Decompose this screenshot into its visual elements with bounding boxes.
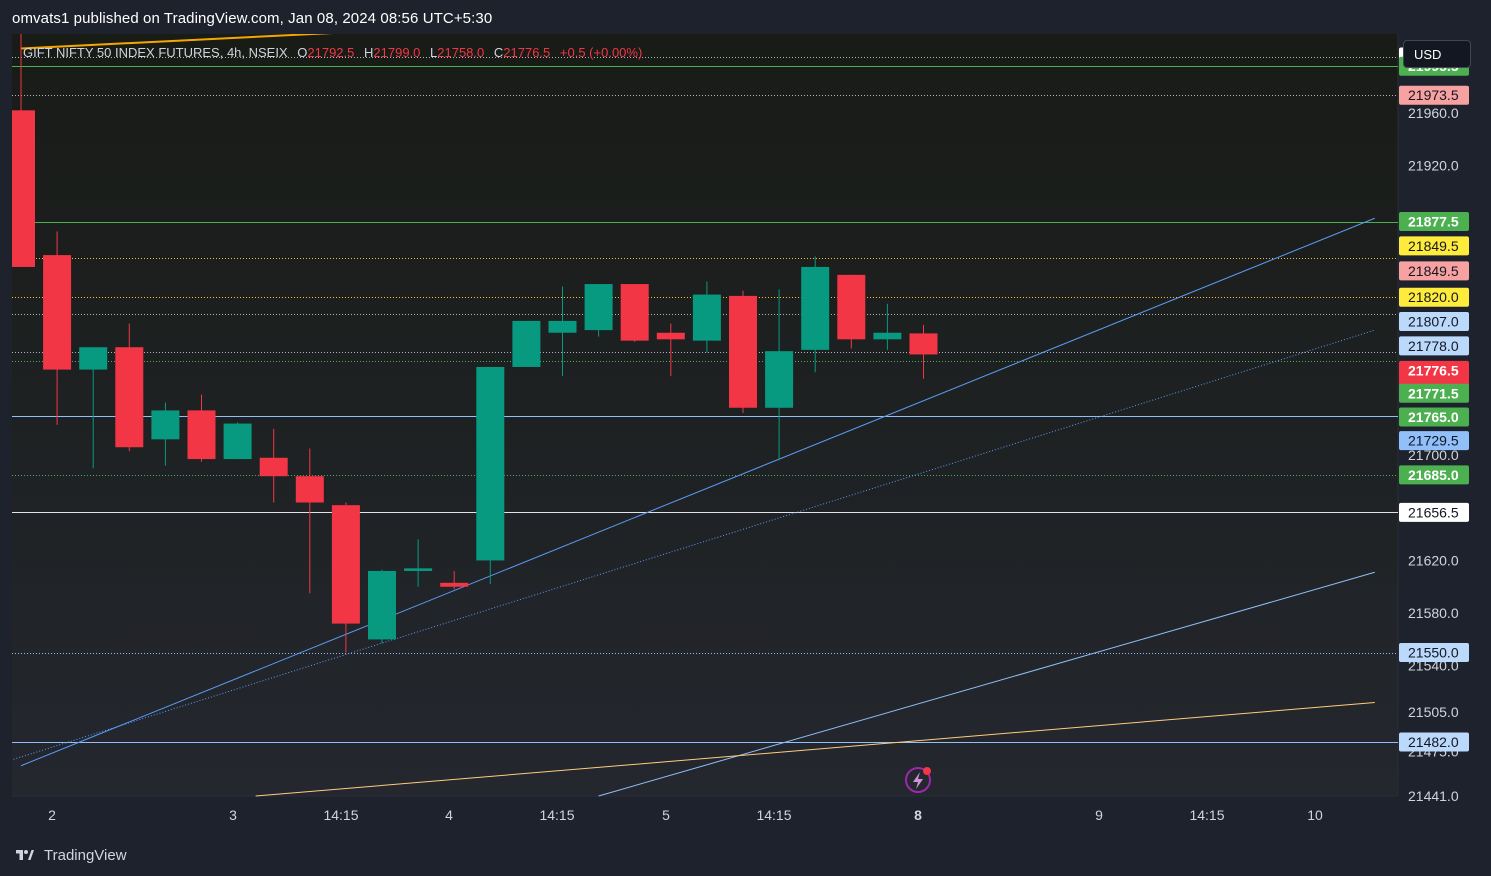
candle-body: [115, 347, 144, 448]
symbol-legend[interactable]: GIFT NIFTY 50 INDEX FUTURES, 4h, NSEIX O…: [23, 45, 642, 60]
price-label-text: 21849.5: [1408, 238, 1459, 254]
y-tick-label: 21920.0: [1408, 158, 1459, 174]
price-label-tag: [1399, 336, 1469, 356]
price-label-text: 21656.5: [1408, 504, 1459, 520]
candle-body: [584, 284, 613, 331]
price-label-text: 21973.5: [1408, 87, 1459, 103]
x-tick-label: 14:15: [1189, 807, 1224, 823]
candle-body: [43, 255, 72, 370]
candle-body: [765, 351, 794, 408]
price-label-tag: [1399, 236, 1469, 256]
price-label-text: 21807.0: [1408, 314, 1459, 330]
price-label-tag: [1399, 383, 1469, 403]
y-tick-label: 21505.0: [1408, 704, 1459, 720]
y-tick-label: 21700.0: [1408, 447, 1459, 463]
x-tick-label: 14:15: [539, 807, 574, 823]
candle-body: [837, 274, 866, 340]
currency-button[interactable]: USD: [1403, 40, 1471, 68]
high-value: 21799.0: [373, 45, 421, 60]
candle-body: [79, 347, 108, 370]
x-tick-label: 5: [662, 807, 670, 823]
plot-background: [12, 34, 1398, 796]
x-tick-label: 8: [914, 807, 922, 823]
candle-body: [729, 295, 757, 408]
candle-body: [223, 423, 252, 460]
candle-body: [295, 476, 324, 503]
publisher-line: omvats1 published on TradingView.com, Ja…: [12, 10, 493, 27]
candle-body: [151, 410, 180, 440]
y-tick-label: 21441.0: [1408, 788, 1459, 804]
price-label-text: 21776.5: [1408, 362, 1459, 378]
candle-body: [801, 266, 830, 350]
x-tick-label: 9: [1095, 807, 1103, 823]
tradingview-wordmark: TradingView: [44, 846, 127, 864]
open-label: O: [297, 45, 308, 60]
tradingview-logo-icon: [16, 850, 34, 860]
candle-body: [331, 505, 360, 624]
trend-line: [20, 34, 334, 50]
trend-line: [20, 217, 1375, 767]
x-tick-label: 2: [48, 807, 56, 823]
close-value: 21776.5: [503, 45, 551, 60]
price-label-tag: [1399, 431, 1469, 451]
price-label-text: 21482.0: [1408, 734, 1459, 750]
x-tick-label: 4: [445, 807, 453, 823]
x-tick-label: 3: [229, 807, 237, 823]
x-tick-label: 14:15: [323, 807, 358, 823]
price-label-tag: [1399, 261, 1469, 281]
candle-body: [259, 457, 288, 477]
time-scale-background: [12, 796, 1398, 831]
price-label-tag: [1399, 407, 1469, 427]
candle-body: [476, 366, 505, 561]
price-label-tag: [1399, 643, 1469, 663]
tradingview-logo[interactable]: TradingView: [12, 844, 127, 866]
price-label-tag: [1399, 287, 1469, 307]
price-label-text: 21849.5: [1408, 263, 1459, 279]
change-value: +0.5 (+0.00%): [559, 45, 643, 60]
price-label-text: 21729.5: [1408, 433, 1459, 449]
price-label-text: 21550.0: [1408, 645, 1459, 661]
y-tick-label: 21960.0: [1408, 105, 1459, 121]
low-label: L: [430, 45, 438, 60]
price-label-text: 21771.5: [1408, 385, 1459, 401]
candle-body: [909, 333, 938, 355]
high-label: H: [364, 45, 374, 60]
price-label-tag: [1399, 502, 1469, 522]
price-label-text: 21778.0: [1408, 338, 1459, 354]
open-value: 21792.5: [307, 45, 355, 60]
candle-body: [873, 332, 902, 340]
price-label-tag: [1399, 465, 1469, 485]
x-tick-label: 14:15: [756, 807, 791, 823]
trend-line: [255, 702, 1375, 797]
low-value: 21758.0: [437, 45, 485, 60]
price-chart[interactable]: 21441.021475.021505.021540.021580.021620…: [12, 34, 1478, 831]
candle-body: [512, 320, 541, 367]
candle-body: [620, 284, 649, 341]
price-label-tag: [1399, 732, 1469, 752]
y-tick-label: 21620.0: [1408, 552, 1459, 568]
candle-body: [692, 294, 721, 341]
y-tick-label: 21580.0: [1408, 605, 1459, 621]
candle-body: [656, 332, 685, 340]
trend-line: [598, 571, 1375, 797]
candle-body: [548, 320, 577, 333]
lightning-icon[interactable]: [905, 767, 931, 793]
candle-body: [12, 110, 35, 267]
price-label-tag: [1399, 85, 1469, 105]
x-tick-label: 10: [1307, 807, 1323, 823]
close-label: C: [493, 45, 504, 60]
symbol-title: GIFT NIFTY 50 INDEX FUTURES, 4h, NSEIX: [23, 45, 288, 60]
chart-frame[interactable]: 21441.021475.021505.021540.021580.021620…: [12, 34, 1478, 831]
price-label-text: 21820.0: [1408, 289, 1459, 305]
price-label-tag: [1399, 312, 1469, 332]
candle-body: [440, 582, 469, 587]
price-label-text: 21685.0: [1408, 467, 1459, 483]
price-label-text: 21765.0: [1408, 409, 1459, 425]
price-label-text: 21877.5: [1408, 214, 1459, 230]
candle-body: [187, 410, 216, 460]
price-label-tag: [1399, 212, 1469, 232]
candle-body: [404, 568, 433, 571]
candle-body: [368, 570, 396, 640]
